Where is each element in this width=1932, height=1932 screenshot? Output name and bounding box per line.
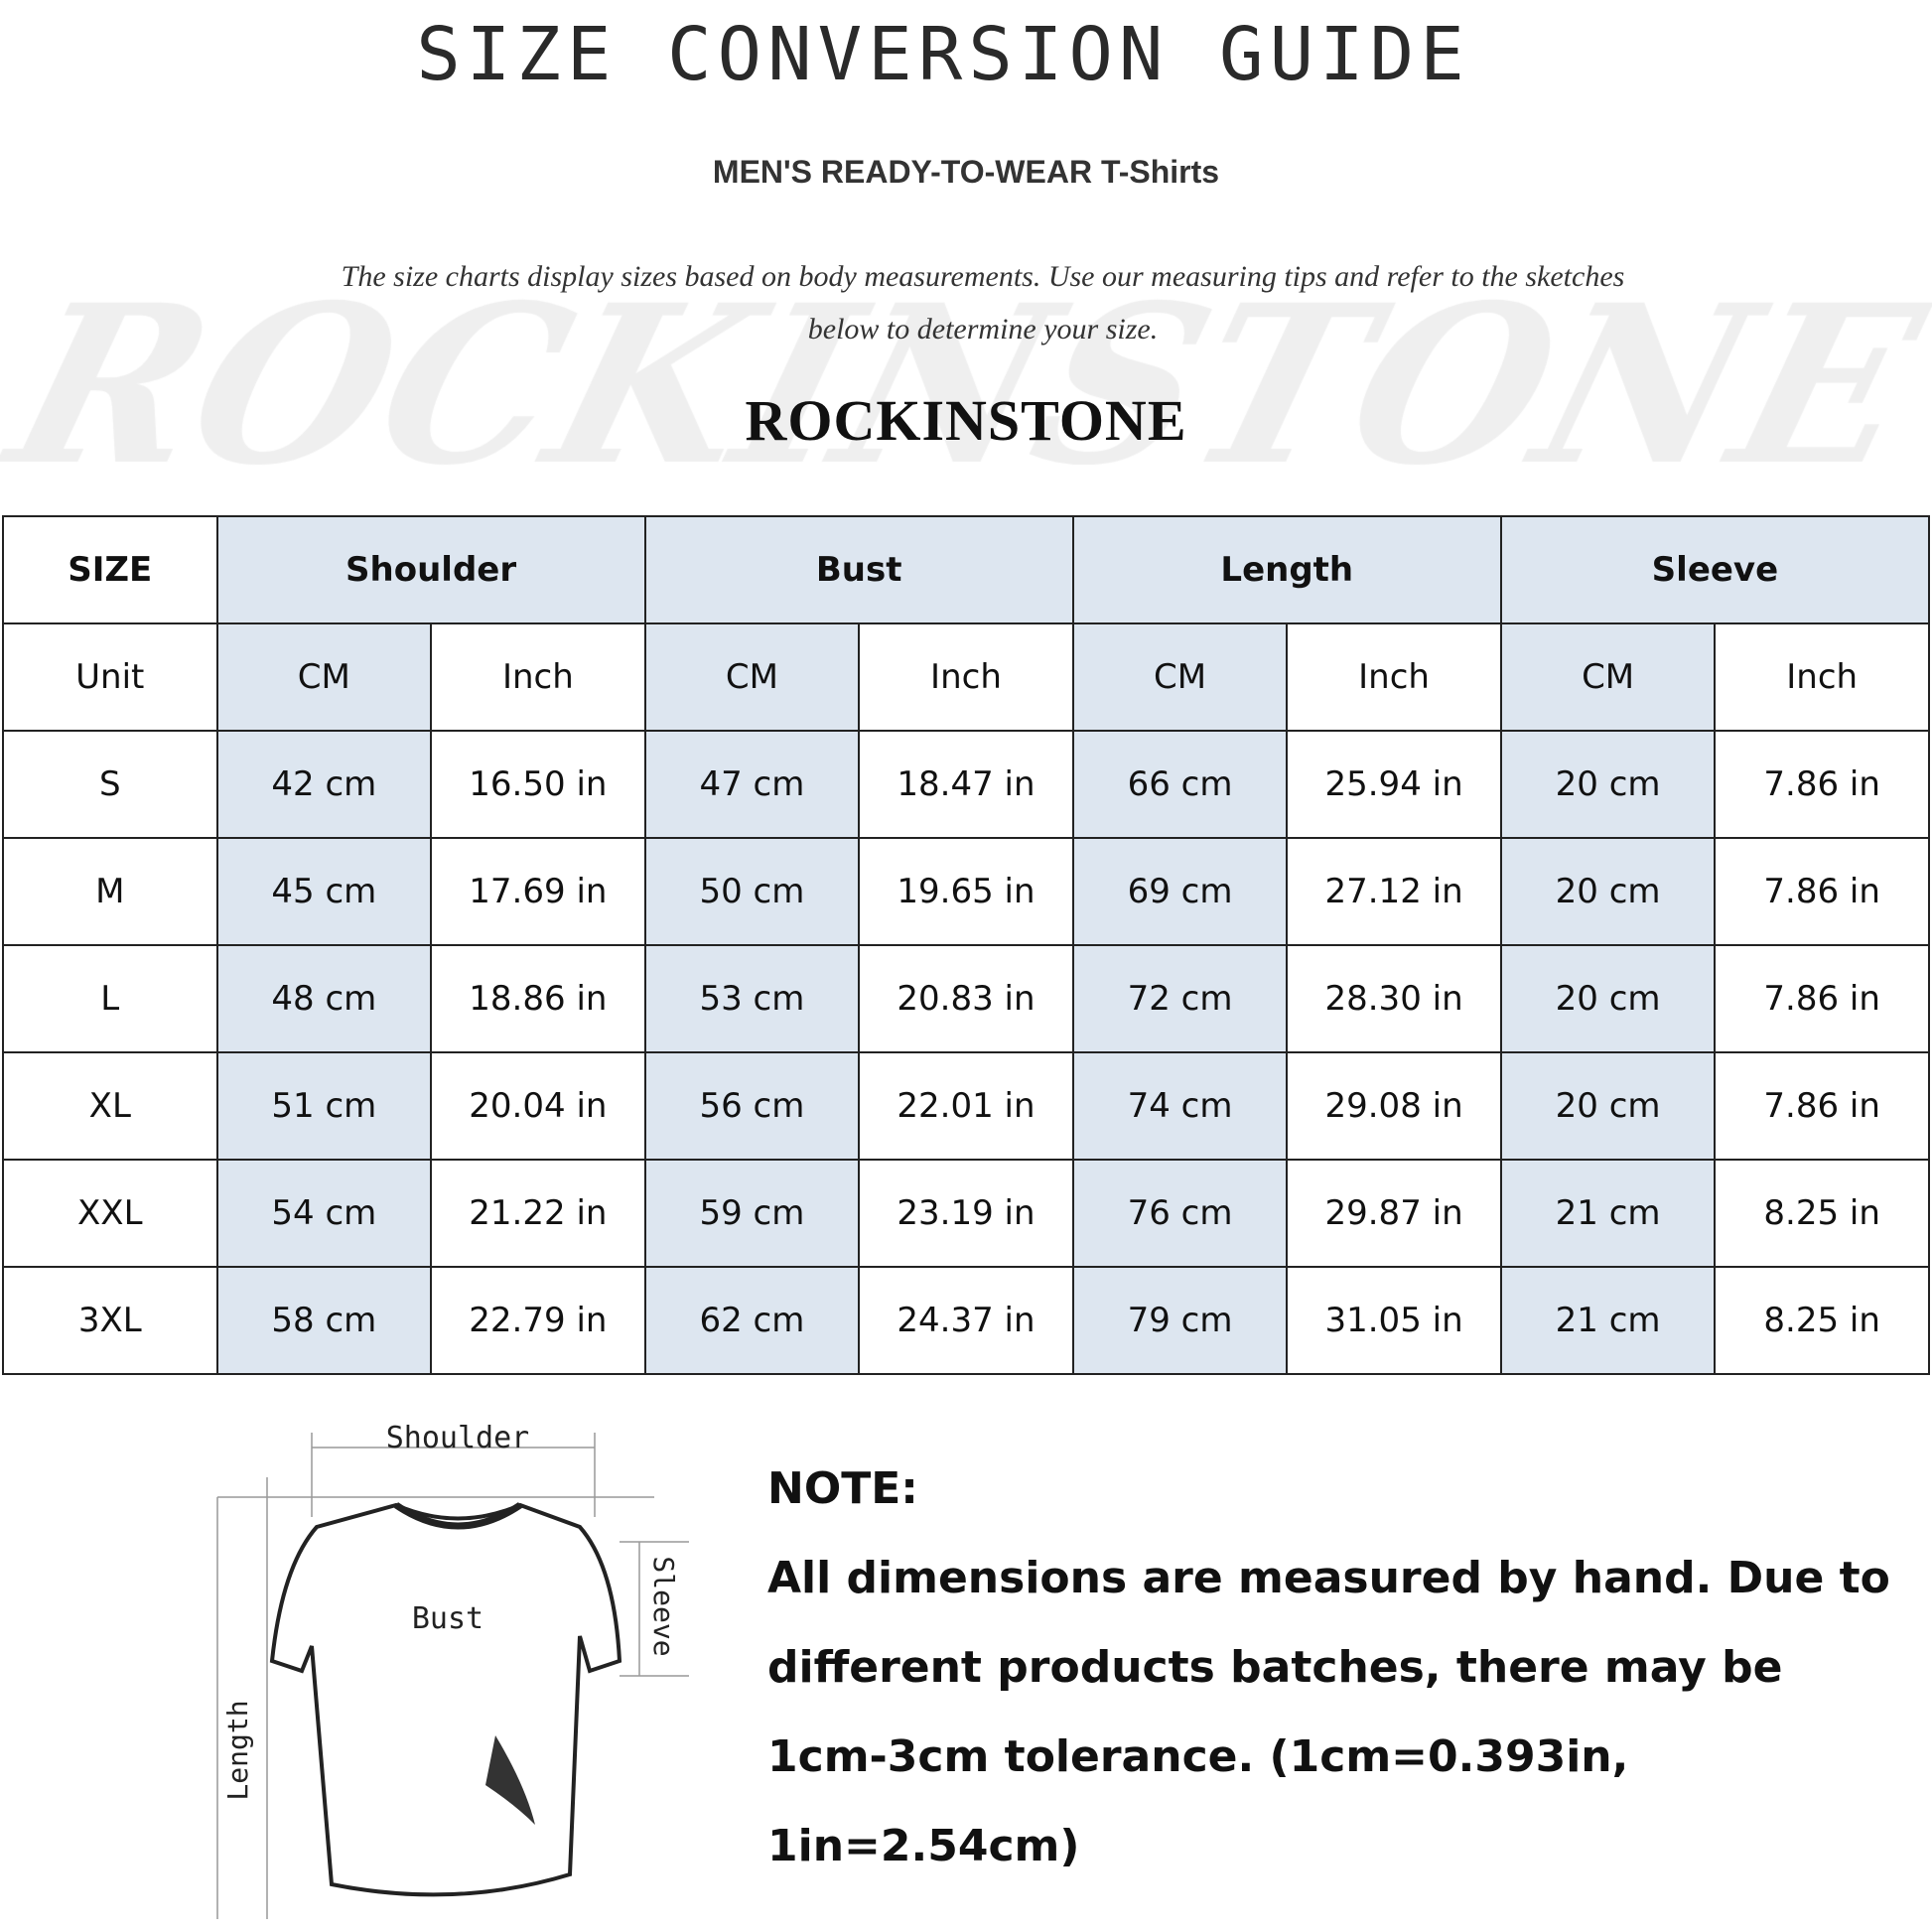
bust-label: Bust — [412, 1601, 483, 1636]
unit-cell: CM — [1499, 622, 1717, 732]
brand-name: ROCKINSTONE — [745, 388, 1187, 453]
value-cell: 23.19 in — [858, 1159, 1074, 1268]
value-cell: 20.83 in — [858, 944, 1074, 1053]
value-cell: 20 cm — [1499, 1051, 1717, 1161]
table-row: XL 51 cm 20.04 in 56 cm 22.01 in 74 cm 29.08 i… — [2, 1051, 1930, 1161]
value-cell: 20.04 in — [430, 1051, 646, 1161]
sleeve-label: Sleeve — [647, 1556, 680, 1656]
unit-cell: Inch — [1286, 622, 1502, 732]
value-cell: 7.86 in — [1714, 837, 1930, 946]
unit-row: Unit CM Inch CM Inch CM Inch CM Inch — [2, 622, 1930, 732]
value-cell: 54 cm — [215, 1159, 433, 1268]
note-heading: NOTE: — [767, 1463, 918, 1514]
unit-cell: Inch — [1714, 622, 1930, 732]
table-row: XXL 54 cm 21.22 in 59 cm 23.19 in 76 cm 29.87 … — [2, 1159, 1930, 1268]
value-cell: 21.22 in — [430, 1159, 646, 1268]
table-row: 3XL 58 cm 22.79 in 62 cm 24.37 in 79 cm 31.05 … — [2, 1266, 1930, 1375]
note-line: different products batches, there may be — [767, 1642, 1783, 1693]
value-cell: 16.50 in — [430, 730, 646, 839]
page-title: SIZE CONVERSION GUIDE — [416, 12, 1470, 97]
length-label: Length — [221, 1700, 254, 1800]
value-cell: 72 cm — [1071, 944, 1289, 1053]
size-cell: S — [2, 730, 218, 839]
unit-cell: Unit — [2, 622, 218, 732]
unit-cell: CM — [1071, 622, 1289, 732]
column-header: Shoulder — [215, 515, 646, 624]
value-cell: 50 cm — [643, 837, 861, 946]
value-cell: 58 cm — [215, 1266, 433, 1375]
subtitle: MEN'S READY-TO-WEAR T-Shirts — [712, 154, 1220, 190]
value-cell: 42 cm — [215, 730, 433, 839]
value-cell: 7.86 in — [1714, 944, 1930, 1053]
column-header: Bust — [643, 515, 1074, 624]
value-cell: 45 cm — [215, 837, 433, 946]
unit-cell: Inch — [858, 622, 1074, 732]
value-cell: 74 cm — [1071, 1051, 1289, 1161]
value-cell: 62 cm — [643, 1266, 861, 1375]
value-cell: 31.05 in — [1286, 1266, 1502, 1375]
value-cell: 48 cm — [215, 944, 433, 1053]
watermark-logo — [0, 248, 1932, 486]
tshirt-outline — [269, 1502, 622, 1897]
value-cell: 7.86 in — [1714, 730, 1930, 839]
unit-cell: CM — [643, 622, 861, 732]
value-cell: 29.87 in — [1286, 1159, 1502, 1268]
value-cell: 19.65 in — [858, 837, 1074, 946]
value-cell: 20 cm — [1499, 944, 1717, 1053]
unit-cell: CM — [215, 622, 433, 732]
column-header: SIZE — [2, 515, 218, 624]
description-line: The size charts display sizes based on b… — [341, 260, 1625, 293]
value-cell: 53 cm — [643, 944, 861, 1053]
table-row: S 42 cm 16.50 in 47 cm 18.47 in 66 cm 25.94 in… — [2, 730, 1930, 839]
value-cell: 29.08 in — [1286, 1051, 1502, 1161]
value-cell: 21 cm — [1499, 1266, 1717, 1375]
value-cell: 21 cm — [1499, 1159, 1717, 1268]
value-cell: 20 cm — [1499, 730, 1717, 839]
value-cell: 8.25 in — [1714, 1266, 1930, 1375]
shoulder-label: Shoulder — [386, 1421, 530, 1455]
size-cell: XXL — [2, 1159, 218, 1268]
value-cell: 17.69 in — [430, 837, 646, 946]
size-cell: XL — [2, 1051, 218, 1161]
value-cell: 76 cm — [1071, 1159, 1289, 1268]
value-cell: 8.25 in — [1714, 1159, 1930, 1268]
size-cell: M — [2, 837, 218, 946]
value-cell: 18.86 in — [430, 944, 646, 1053]
unit-cell: Inch — [430, 622, 646, 732]
value-cell: 28.30 in — [1286, 944, 1502, 1053]
size-cell: L — [2, 944, 218, 1053]
value-cell: 18.47 in — [858, 730, 1074, 839]
value-cell: 47 cm — [643, 730, 861, 839]
value-cell: 51 cm — [215, 1051, 433, 1161]
value-cell: 79 cm — [1071, 1266, 1289, 1375]
value-cell: 25.94 in — [1286, 730, 1502, 839]
value-cell: 20 cm — [1499, 837, 1717, 946]
size-table: SIZE Shoulder Bust Length Sleeve Unit CM Inch CM… — [2, 515, 1931, 1375]
value-cell: 27.12 in — [1286, 837, 1502, 946]
value-cell: 22.01 in — [858, 1051, 1074, 1161]
note: NOTE: All dimensions are measured by han… — [767, 1445, 1919, 1891]
size-cell: 3XL — [2, 1266, 218, 1375]
value-cell: 59 cm — [643, 1159, 861, 1268]
table-row: M 45 cm 17.69 in 50 cm 19.65 in 69 cm 27.12 in… — [2, 837, 1930, 946]
value-cell: 7.86 in — [1714, 1051, 1930, 1161]
note-line: 1cm-3cm tolerance. (1cm=0.393in, 1in=2.5… — [767, 1731, 1629, 1871]
tshirt-measurement-diagram: Shoulder Bust Length Sleeve — [216, 1421, 689, 1919]
column-header: Sleeve — [1499, 515, 1931, 624]
value-cell: 69 cm — [1071, 837, 1289, 946]
value-cell: 22.79 in — [430, 1266, 646, 1375]
description: The size charts display sizes based on b… — [298, 250, 1668, 355]
table-row: L 48 cm 18.86 in 53 cm 20.83 in 72 cm 28.30 in… — [2, 944, 1930, 1053]
column-header: Length — [1071, 515, 1502, 624]
note-line: All dimensions are measured by hand. Due… — [767, 1553, 1890, 1603]
value-cell: 24.37 in — [858, 1266, 1074, 1375]
value-cell: 66 cm — [1071, 730, 1289, 839]
description-line: below to determine your size. — [807, 313, 1159, 345]
header-row: SIZE Shoulder Bust Length Sleeve — [2, 515, 1931, 624]
value-cell: 56 cm — [643, 1051, 861, 1161]
